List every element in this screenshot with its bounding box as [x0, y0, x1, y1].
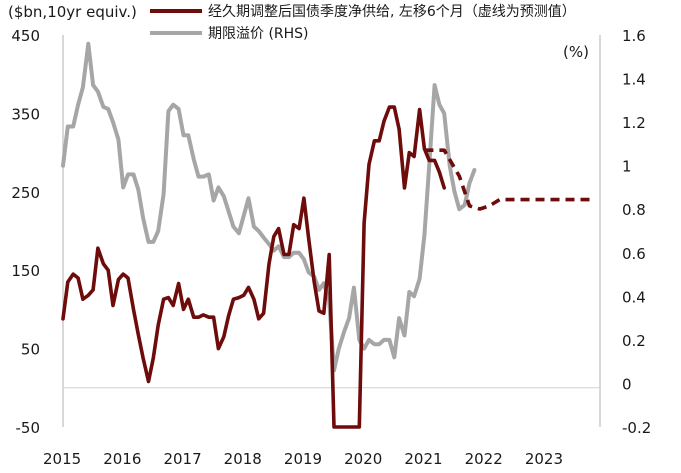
y-right-tick-label: 0 — [622, 375, 632, 393]
legend-label-supply: 经久期调整后国债季度净供给, 左移6个月（虚线为预测值） — [208, 4, 576, 20]
x-tick-label: 2023 — [525, 450, 563, 468]
y-right-tick-label: 0.2 — [622, 332, 646, 350]
y-right-tick-labels: 1.6 1.4 1.2 1 0.8 0.6 0.4 0.2 0 -0.2 — [622, 27, 651, 437]
y-left-tick-label: 50 — [21, 341, 40, 359]
legend: ($bn,10yr equiv.) 经久期调整后国债季度净供给, 左移6个月（虚… — [8, 3, 576, 42]
series-line-forecast — [424, 148, 590, 211]
x-tick-label: 2020 — [344, 450, 382, 468]
x-tick-label: 2016 — [103, 450, 141, 468]
x-tick-label: 2018 — [224, 450, 262, 468]
y-left-tick-label: 450 — [11, 27, 40, 45]
y-right-tick-label: -0.2 — [622, 419, 651, 437]
y-right-tick-label: 0.8 — [622, 201, 646, 219]
y-left-tick-label: 350 — [11, 105, 40, 123]
legend-label-term-premium: 期限溢价 (RHS) — [208, 26, 309, 42]
y-right-tick-label: 1.4 — [622, 71, 646, 89]
x-tick-label: 2015 — [43, 450, 81, 468]
y-left-tick-label: -50 — [16, 419, 41, 437]
y-left-tick-label: 150 — [11, 262, 40, 280]
y-right-tick-label: 1 — [622, 158, 632, 176]
y-left-tick-label: 250 — [11, 184, 40, 202]
series-line-supply — [61, 105, 447, 429]
x-tick-label: 2021 — [404, 450, 442, 468]
y-right-unit-label: (%) — [563, 43, 589, 61]
x-tick-label: 2019 — [284, 450, 322, 468]
x-tick-labels: 2015 2016 2017 2018 2019 2020 2021 2022 2023 — [43, 450, 563, 468]
y-right-tick-label: 1.2 — [622, 114, 646, 132]
series-lines — [61, 41, 590, 429]
series-line-term-premium — [61, 41, 477, 373]
y-right-tick-label: 0.4 — [622, 288, 646, 306]
x-tick-label: 2017 — [163, 450, 201, 468]
y-right-tick-label: 1.6 — [622, 27, 646, 45]
x-tick-label: 2022 — [465, 450, 503, 468]
y-right-tick-label: 0.6 — [622, 245, 646, 263]
y-left-tick-labels: 450 350 250 150 50 -50 — [11, 27, 40, 437]
y-left-unit-label: ($bn,10yr equiv.) — [8, 3, 137, 21]
